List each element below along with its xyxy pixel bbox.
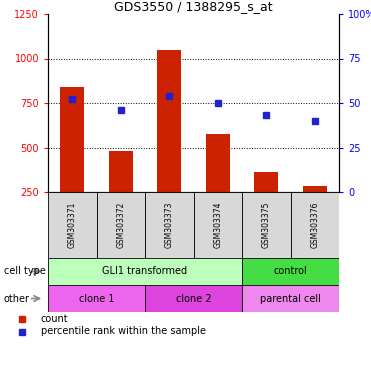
Text: clone 1: clone 1 [79, 293, 114, 303]
Text: GSM303372: GSM303372 [116, 202, 125, 248]
Bar [48, 192, 96, 258]
Bar [206, 134, 230, 192]
Bar [109, 151, 133, 192]
Text: parental cell: parental cell [260, 293, 321, 303]
Bar [145, 192, 194, 258]
Bar [303, 186, 327, 192]
Text: GSM303373: GSM303373 [165, 202, 174, 248]
Text: clone 2: clone 2 [176, 293, 211, 303]
Title: GDS3550 / 1388295_s_at: GDS3550 / 1388295_s_at [114, 0, 273, 13]
Text: GSM303374: GSM303374 [213, 202, 222, 248]
Bar [96, 192, 145, 258]
Bar [242, 285, 339, 312]
Bar [157, 50, 181, 192]
Bar [145, 285, 242, 312]
Text: count: count [41, 313, 68, 323]
Text: other: other [4, 293, 30, 303]
Text: cell type: cell type [4, 266, 46, 276]
Bar [60, 87, 84, 192]
Text: GSM303375: GSM303375 [262, 202, 271, 248]
Bar [48, 285, 145, 312]
Text: GLI1 transformed: GLI1 transformed [102, 266, 188, 276]
Text: GSM303371: GSM303371 [68, 202, 77, 248]
Text: percentile rank within the sample: percentile rank within the sample [41, 326, 206, 336]
Bar [48, 258, 242, 285]
Bar [242, 258, 339, 285]
Bar [254, 172, 278, 192]
Text: control: control [274, 266, 308, 276]
Text: GSM303376: GSM303376 [310, 202, 319, 248]
Bar [194, 192, 242, 258]
Bar [290, 192, 339, 258]
Bar [242, 192, 290, 258]
